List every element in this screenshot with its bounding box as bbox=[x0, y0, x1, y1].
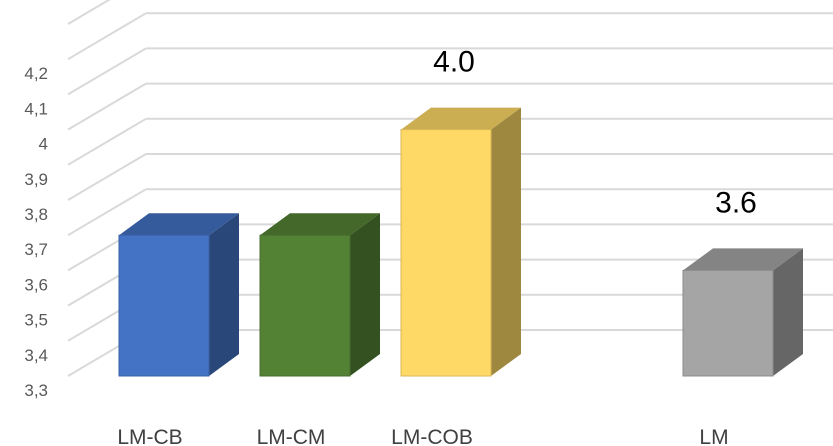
gridline-depth bbox=[67, 153, 147, 201]
gridline-depth bbox=[67, 82, 147, 131]
x-tick-label: LM-CM bbox=[257, 426, 326, 446]
y-tick-label: 4,2 bbox=[24, 64, 48, 83]
bar-top bbox=[683, 248, 803, 271]
gridline-depth bbox=[67, 188, 147, 237]
x-tick-label: LM-COB bbox=[391, 426, 473, 446]
y-tick-label: 3,7 bbox=[24, 240, 48, 259]
bar-side bbox=[773, 248, 803, 376]
bar-side bbox=[209, 213, 239, 376]
y-tick-label: 3,6 bbox=[24, 275, 48, 294]
bar-lm bbox=[682, 269, 774, 377]
bar-side bbox=[491, 107, 521, 376]
y-tick-label: 3,3 bbox=[24, 381, 48, 400]
bar-top bbox=[401, 107, 521, 130]
bar-top bbox=[260, 213, 380, 236]
y-tick-label: 3,9 bbox=[24, 170, 48, 189]
gridline-depth bbox=[67, 117, 147, 166]
bar-top bbox=[119, 213, 239, 236]
x-tick-label: LM-CB bbox=[117, 426, 182, 446]
data-label: 4.0 bbox=[433, 46, 475, 79]
data-label: 3.6 bbox=[715, 186, 757, 219]
y-tick-label: 4 bbox=[39, 135, 48, 154]
y-tick-label: 3,5 bbox=[24, 311, 48, 330]
bar-lm-cob bbox=[400, 129, 492, 377]
x-tick-label: LM bbox=[699, 426, 728, 446]
gridline-depth bbox=[67, 47, 147, 96]
y-tick-label: 3,4 bbox=[24, 346, 48, 365]
bar-lm-cm bbox=[259, 234, 351, 377]
y-tick-label: 3,8 bbox=[24, 205, 48, 224]
bar-side bbox=[350, 213, 380, 376]
y-tick-label: 4,1 bbox=[24, 99, 48, 118]
gridline-depth bbox=[67, 12, 147, 61]
gridline-depth bbox=[67, 0, 111, 25]
bar-lm-cb bbox=[118, 234, 210, 377]
